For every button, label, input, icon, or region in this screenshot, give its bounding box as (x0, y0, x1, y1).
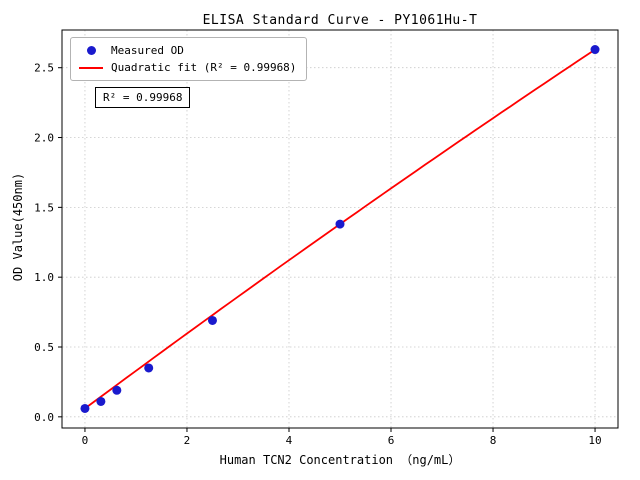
y-tick-label: 0.0 (34, 411, 54, 424)
data-point (112, 385, 122, 395)
x-tick-label: 2 (184, 434, 191, 447)
r-squared-annotation: R² = 0.99968 (95, 87, 191, 108)
x-tick-label: 0 (82, 434, 89, 447)
chart-title: ELISA Standard Curve - PY1061Hu-T (202, 13, 478, 28)
plot-frame (61, 29, 619, 429)
data-point (590, 45, 600, 55)
y-axis-label: OD Value(450nm) (11, 172, 25, 282)
x-tick-label: 8 (490, 434, 497, 447)
legend-marker-wrap (79, 46, 103, 55)
x-tick-label: 10 (588, 434, 601, 447)
line-marker-icon (79, 66, 103, 69)
x-axis-label: Human TCN2 Concentration （ng/mL） (219, 453, 461, 467)
y-tick-label: 2.0 (34, 132, 54, 145)
x-tick-label: 4 (286, 434, 293, 447)
data-point (80, 403, 90, 413)
legend-label-quadratic-fit: Quadratic fit (R² = 0.99968) (111, 61, 297, 74)
data-point (96, 396, 106, 406)
legend-item-quadratic-fit: Quadratic fit (R² = 0.99968) (79, 59, 296, 76)
y-tick-label: 1.5 (34, 201, 54, 214)
y-tick-label: 2.5 (34, 62, 54, 75)
legend-label-measured-od: Measured OD (111, 44, 184, 57)
y-tick-label: 0.5 (34, 341, 54, 354)
legend-marker-wrap (79, 66, 103, 69)
scatter-marker-icon (86, 46, 96, 55)
data-point (144, 363, 154, 373)
data-point (335, 219, 345, 229)
legend-item-measured-od: Measured OD (79, 42, 296, 59)
x-tick-label: 6 (388, 434, 395, 447)
y-tick-label: 1.0 (34, 271, 54, 284)
legend: Measured OD Quadratic fit (R² = 0.99968) (70, 37, 308, 81)
data-point (207, 315, 217, 325)
